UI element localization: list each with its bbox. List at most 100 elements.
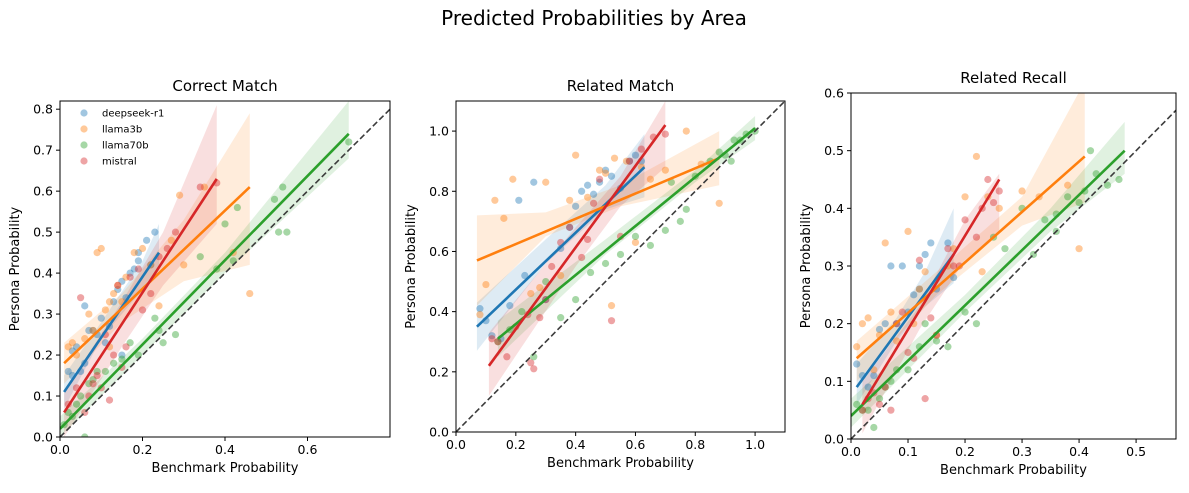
point-llama3b (176, 191, 184, 199)
figure-title: Predicted Probabilities by Area (441, 6, 747, 30)
point-mistral (961, 216, 969, 224)
point-llama70b (730, 136, 738, 144)
legend-marker-mistral (80, 157, 88, 165)
point-llama70b (932, 337, 941, 345)
plot-area (456, 101, 785, 432)
point-llama3b (607, 302, 616, 310)
point-llama70b (1041, 216, 1049, 224)
point-llama3b (482, 280, 490, 289)
y-tick-label: 0.4 (33, 266, 53, 281)
point-llama3b (631, 238, 640, 247)
y-axis-label: Persona Probability (799, 203, 814, 328)
point-llama3b (853, 343, 861, 351)
point-llama70b (159, 339, 167, 347)
x-tick-label: 0.0 (841, 444, 861, 459)
point-llama70b (616, 250, 625, 259)
point-mistral (77, 294, 85, 302)
y-tick-label: 0.3 (33, 307, 53, 322)
point-deepseek-r1 (530, 178, 538, 186)
point-mistral (898, 308, 906, 316)
point-deepseek-r1 (488, 332, 496, 340)
y-tick-label: 0.5 (33, 225, 53, 240)
point-llama70b (944, 343, 952, 351)
x-tick-label: 0.2 (506, 437, 526, 452)
point-llama3b (1064, 181, 1072, 189)
y-tick-label: 0.3 (824, 259, 844, 274)
point-mistral (584, 235, 592, 244)
point-mistral (138, 306, 147, 314)
point-mistral (927, 314, 935, 322)
point-deepseek-r1 (601, 166, 610, 174)
point-mistral (93, 371, 101, 380)
point-llama3b (972, 152, 981, 161)
point-deepseek-r1 (97, 314, 105, 322)
point-llama70b (72, 400, 81, 408)
point-llama3b (715, 199, 723, 207)
point-deepseek-r1 (898, 262, 906, 270)
point-llama70b (283, 228, 291, 236)
confidence-band-llama70b (60, 101, 349, 437)
legend-label-deepseek-r1: deepseek-r1 (102, 109, 164, 120)
y-tick-label: 0.0 (33, 430, 53, 445)
point-llama3b (682, 127, 690, 135)
point-deepseek-r1 (566, 223, 574, 231)
point-deepseek-r1 (887, 262, 895, 270)
x-tick-label: 0.2 (955, 444, 975, 459)
x-tick-label: 0.6 (298, 442, 318, 457)
point-llama3b (101, 306, 109, 314)
point-mistral (548, 262, 556, 271)
x-tick-label: 0.6 (626, 437, 646, 452)
point-deepseek-r1 (476, 305, 484, 313)
point-deepseek-r1 (515, 196, 523, 204)
point-mistral (989, 198, 998, 207)
point-llama3b (610, 154, 619, 162)
y-tick-label: 0.4 (429, 304, 449, 319)
point-deepseek-r1 (134, 257, 142, 265)
point-llama70b (1075, 198, 1083, 207)
x-axis-label: Benchmark Probability (547, 456, 694, 471)
y-tick-label: 0.1 (824, 374, 844, 389)
y-tick-label: 0.7 (33, 143, 53, 158)
x-tick-label: 0.4 (215, 442, 235, 457)
y-tick-label: 0.2 (824, 316, 844, 331)
point-llama3b (858, 320, 867, 328)
point-mistral (578, 253, 586, 262)
point-llama70b (631, 232, 640, 241)
x-tick-label: 0.2 (133, 442, 153, 457)
point-deepseek-r1 (151, 228, 159, 236)
point-mistral (595, 175, 604, 183)
chart-panel: 0.0 0.2 0.4 0.6 0.0 0.1 0.2 0.3 0.4 0.5 0.6 0.7 0.8 C… (8, 77, 391, 476)
point-llama70b (875, 395, 884, 403)
point-llama70b (221, 220, 229, 228)
fit-line-mistral (861, 178, 1001, 406)
point-mistral (488, 335, 496, 343)
y-tick-label: 0.6 (33, 184, 53, 199)
y-tick-label: 0.6 (824, 86, 844, 101)
point-llama70b (972, 320, 981, 328)
y-tick-label: 0.8 (429, 184, 449, 199)
point-mistral (915, 256, 924, 264)
point-deepseek-r1 (126, 269, 134, 277)
fit-line-llama3b (63, 186, 251, 365)
point-deepseek-r1 (118, 351, 126, 359)
point-llama3b (246, 289, 254, 298)
point-deepseek-r1 (572, 202, 580, 210)
identity-line (456, 101, 785, 432)
point-llama70b (85, 380, 93, 388)
panel-title: Related Match (567, 77, 675, 95)
fit-line-llama70b (497, 127, 756, 340)
point-llama70b (1064, 193, 1072, 201)
point-llama70b (110, 359, 118, 367)
panel-title: Related Recall (960, 69, 1067, 87)
x-tick-label: 0.0 (446, 437, 466, 452)
point-mistral (984, 175, 992, 184)
confidence-band-llama3b (476, 131, 720, 306)
point-llama70b (682, 205, 690, 213)
point-deepseek-r1 (875, 325, 884, 334)
point-llama3b (167, 236, 175, 244)
fit-line-llama70b (851, 149, 1126, 417)
point-llama3b (491, 196, 499, 204)
point-llama70b (921, 320, 929, 328)
point-llama3b (476, 311, 484, 319)
point-llama70b (870, 423, 878, 432)
